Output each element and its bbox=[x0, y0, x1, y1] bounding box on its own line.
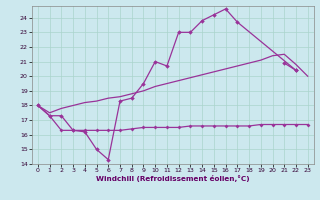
X-axis label: Windchill (Refroidissement éolien,°C): Windchill (Refroidissement éolien,°C) bbox=[96, 175, 250, 182]
